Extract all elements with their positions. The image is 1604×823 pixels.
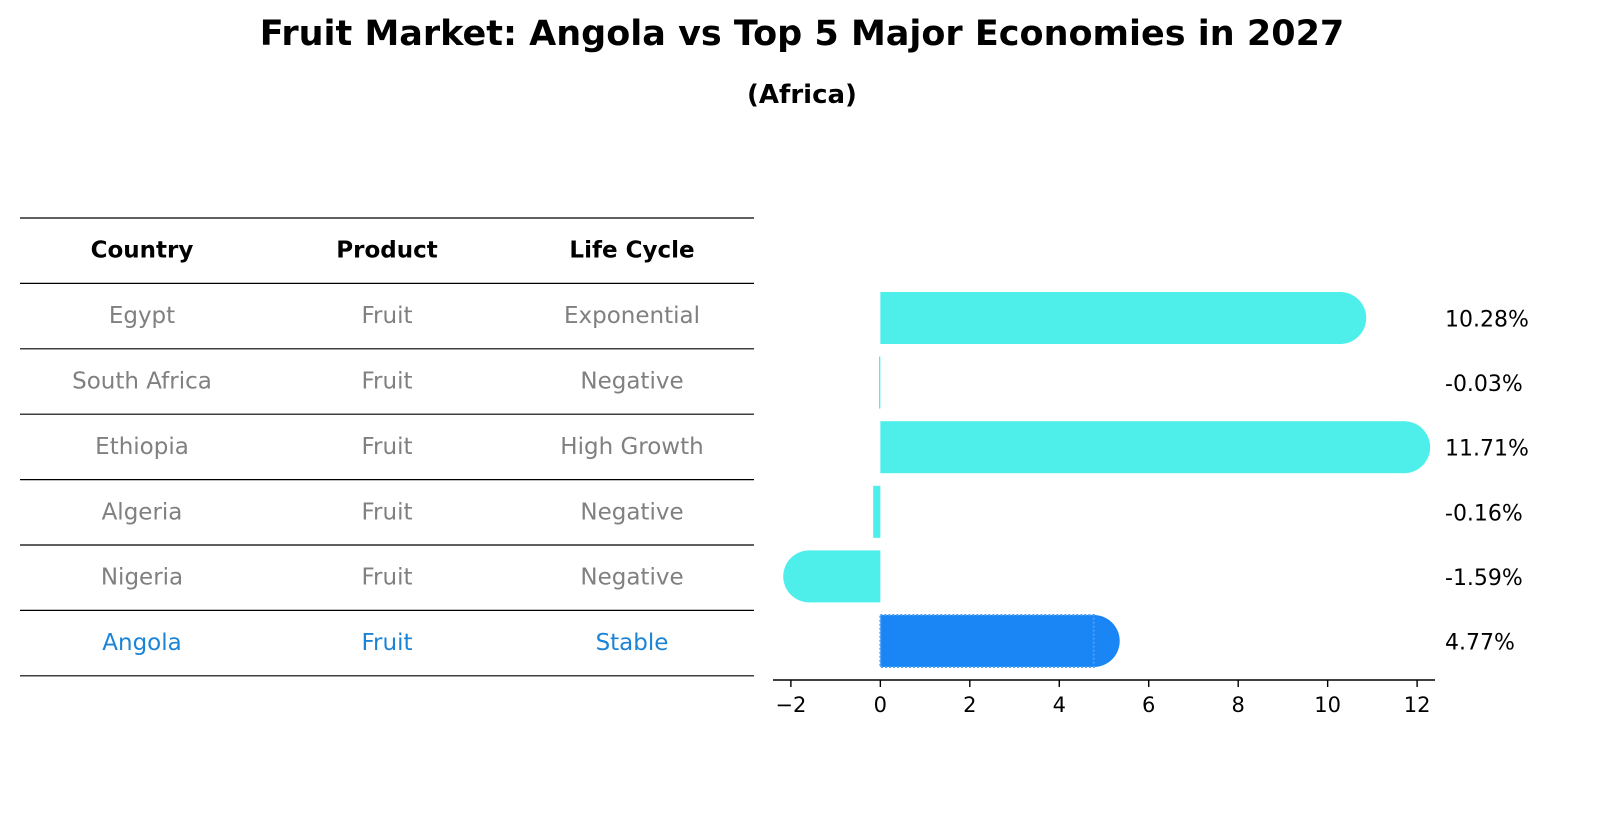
table-cell-product: Fruit [362, 630, 413, 656]
table-header-cell: Product [336, 238, 437, 264]
table-cell-life-cycle: Exponential [564, 303, 700, 329]
table-cell-country: Ethiopia [95, 434, 189, 460]
bar-value-label: -0.16% [1445, 501, 1523, 526]
bar-cap [1067, 615, 1120, 667]
table-cell-life-cycle: Negative [580, 499, 683, 525]
table-cell-country: South Africa [72, 369, 212, 395]
table-cell-product: Fruit [362, 499, 413, 525]
x-tick-label: 8 [1232, 693, 1245, 717]
bar-body [880, 615, 1094, 667]
table-cell-product: Fruit [362, 303, 413, 329]
x-tick-label: 4 [1053, 693, 1066, 717]
x-tick-label: 2 [963, 693, 976, 717]
bar-cap [783, 550, 836, 603]
table-cell-life-cycle: Negative [580, 369, 683, 395]
table-header-cell: Country [91, 238, 194, 264]
bar-angola [879, 614, 1120, 668]
bar-body [879, 356, 881, 409]
chart-subtitle: (Africa) [747, 80, 857, 110]
bar-outline [879, 614, 1095, 668]
table-cell-country: Angola [102, 630, 181, 656]
x-tick-label: 0 [874, 693, 887, 717]
bar-egypt [880, 292, 1367, 344]
chart-title: Fruit Market: Angola vs Top 5 Major Econ… [259, 14, 1345, 54]
bar-value-label: -0.03% [1445, 372, 1523, 397]
x-tick-label: 10 [1314, 693, 1341, 717]
table-cell-product: Fruit [362, 434, 413, 460]
x-tick-label: 12 [1404, 693, 1431, 717]
table-cell-life-cycle: High Growth [560, 434, 703, 460]
bar-ethiopia [880, 421, 1431, 474]
bar-cap [1378, 421, 1431, 474]
table-cell-country: Egypt [109, 303, 175, 329]
bar-nigeria [783, 550, 881, 603]
bar-value-label: 11.71% [1445, 437, 1529, 462]
bar-algeria [873, 485, 881, 538]
table-header-cell: Life Cycle [569, 238, 694, 264]
table-cell-product: Fruit [362, 565, 413, 591]
x-tick-label: −2 [775, 693, 806, 717]
bar-body [880, 292, 1341, 344]
table-cell-product: Fruit [362, 369, 413, 395]
table-cell-country: Algeria [102, 499, 183, 525]
bar-cap [1314, 292, 1367, 344]
bar-south-africa [879, 356, 881, 409]
bar-value-label: 10.28% [1445, 308, 1529, 333]
table-cell-life-cycle: Stable [596, 630, 669, 656]
bar-body [873, 485, 881, 538]
bar-value-label: 4.77% [1445, 631, 1515, 656]
table-cell-life-cycle: Negative [580, 565, 683, 591]
x-tick-label: 6 [1142, 693, 1155, 717]
bar-body [880, 421, 1405, 474]
bar-value-label: -1.59% [1445, 566, 1523, 591]
table-cell-country: Nigeria [101, 565, 183, 591]
